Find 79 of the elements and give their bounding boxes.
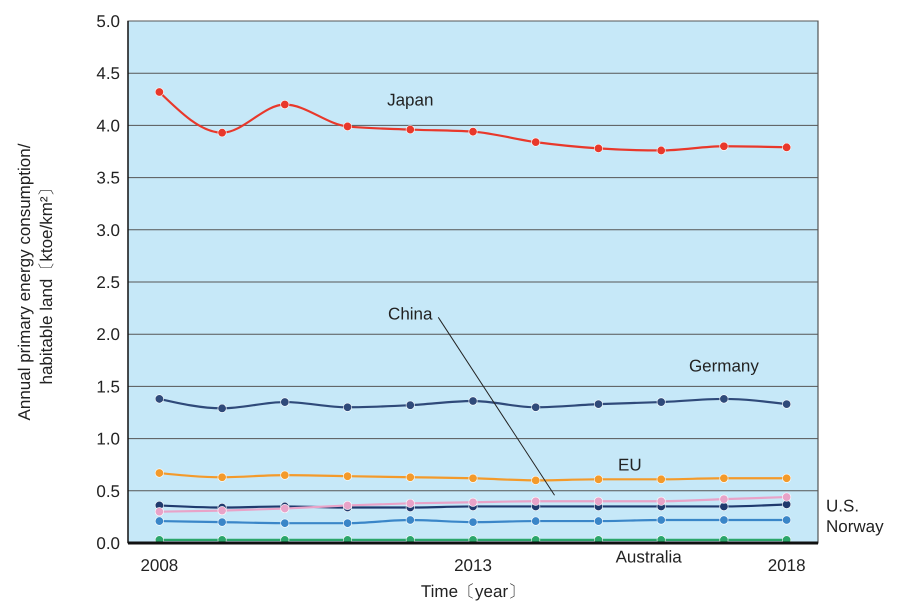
text: U.S. (826, 496, 860, 516)
point (531, 476, 540, 485)
point (343, 500, 352, 510)
y-tick-label: 3.0 (96, 220, 120, 240)
point (468, 498, 478, 507)
x-tick-label: 2008 (140, 556, 178, 575)
point (343, 518, 352, 528)
point (531, 496, 540, 506)
point (218, 404, 227, 413)
point (218, 128, 227, 138)
point (656, 398, 666, 407)
series-label: EU (618, 456, 642, 475)
point (406, 472, 415, 482)
point (280, 398, 290, 407)
point (782, 474, 792, 483)
point (719, 516, 728, 525)
series-label: Japan (387, 90, 434, 110)
point (343, 122, 352, 131)
point (594, 516, 603, 526)
point (656, 496, 666, 506)
point (154, 87, 164, 96)
point (594, 400, 603, 409)
y-tick-label: 1.0 (96, 430, 120, 449)
y-tick-label: 0.5 (96, 482, 120, 501)
point (594, 474, 603, 484)
point (531, 516, 540, 526)
point (782, 142, 792, 152)
point (280, 470, 290, 480)
point (280, 518, 290, 528)
point (280, 100, 290, 110)
point (782, 400, 792, 409)
point (343, 402, 352, 412)
point (406, 400, 415, 410)
series-label: Australia (616, 548, 682, 567)
series-label: Germany (688, 356, 760, 376)
x-tick-label: 2018 (768, 556, 806, 575)
point (719, 142, 728, 151)
point (468, 396, 478, 406)
text: Norway (826, 517, 884, 536)
point (719, 474, 728, 483)
point (468, 518, 478, 527)
point (468, 127, 478, 136)
y-axis-title: Annual primary energy consumption/ habitable land〔ktoe/km²〕 (15, 143, 56, 420)
point (782, 516, 792, 525)
point (782, 500, 792, 509)
point (719, 494, 728, 504)
point (154, 516, 164, 526)
point (280, 504, 290, 514)
point (406, 516, 415, 525)
point (656, 516, 666, 525)
y-tick-label: 4.5 (96, 64, 120, 84)
x-axis-title: Time〔year〕 (420, 582, 526, 601)
point (343, 472, 352, 481)
point (406, 125, 415, 134)
point (154, 507, 164, 516)
point (594, 496, 603, 506)
y-tick-label: 2.5 (96, 272, 120, 292)
y-tick-label: 1.5 (96, 377, 120, 396)
point (218, 506, 227, 516)
point (719, 394, 728, 404)
point (594, 144, 603, 153)
x-tick-label: 2013 (454, 556, 492, 575)
point (218, 472, 227, 482)
point (656, 474, 666, 484)
point (406, 498, 415, 508)
y-tick-label: 3.5 (96, 168, 120, 188)
y-tick-label: 2.0 (96, 325, 120, 344)
point (218, 518, 227, 527)
y-tick-label: 5.0 (96, 12, 120, 31)
point (656, 146, 666, 155)
point (782, 492, 792, 502)
point (154, 468, 164, 478)
point (154, 394, 164, 404)
y-tick-label: 4.0 (96, 116, 120, 136)
text: China (388, 304, 434, 324)
point (468, 474, 478, 483)
point (531, 402, 540, 412)
y-tick-label: 0.0 (96, 534, 120, 553)
point (531, 138, 540, 147)
